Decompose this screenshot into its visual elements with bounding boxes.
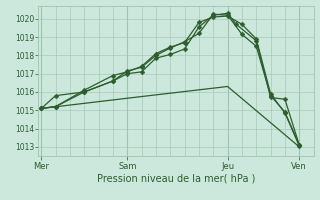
X-axis label: Pression niveau de la mer( hPa ): Pression niveau de la mer( hPa ) (97, 173, 255, 183)
